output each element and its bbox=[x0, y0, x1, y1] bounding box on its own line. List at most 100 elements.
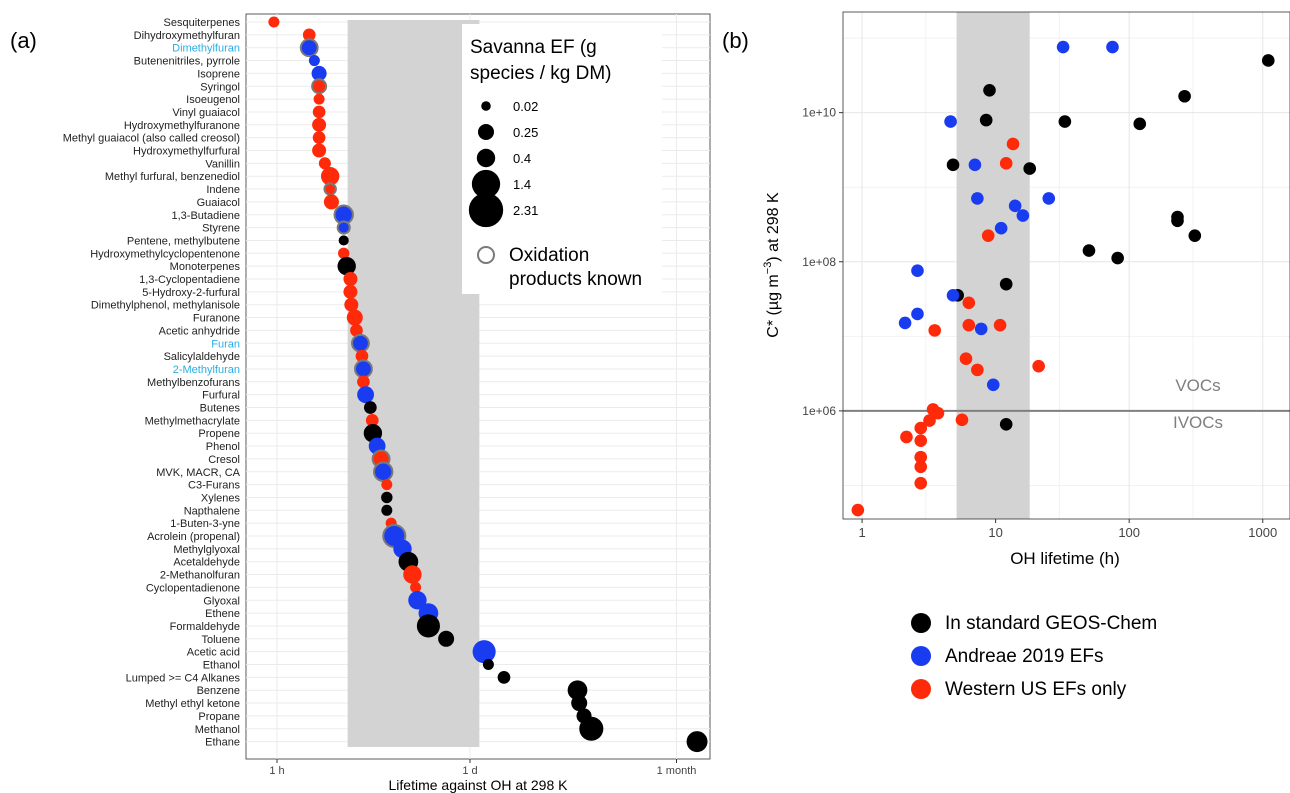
size-legend-label: 1.4 bbox=[513, 177, 531, 192]
panel-b-x-tick-label: 100 bbox=[1118, 525, 1140, 540]
species-point bbox=[438, 630, 455, 647]
species-point bbox=[312, 105, 326, 119]
panel-b-point bbox=[968, 158, 982, 172]
species-label: Hydroxymethylfuranone bbox=[124, 120, 240, 132]
x-tick-label: 1 month bbox=[657, 765, 697, 777]
ring-legend-label-line-1: Oxidation bbox=[509, 245, 589, 266]
species-label: 5-Hydroxy-2-furfural bbox=[142, 287, 240, 299]
species-label: Napthalene bbox=[184, 505, 240, 517]
species-label: Styrene bbox=[202, 223, 240, 235]
species-point bbox=[497, 671, 511, 684]
panel-b-point bbox=[999, 277, 1013, 291]
species-point bbox=[373, 461, 394, 482]
species-label: Methyl ethyl ketone bbox=[145, 698, 240, 710]
species-point bbox=[350, 333, 370, 353]
panel-b-point bbox=[923, 414, 936, 427]
size-legend-label: 0.4 bbox=[513, 151, 531, 166]
panel-a-x-ticks: 1 h 1 d 1 month bbox=[269, 759, 696, 777]
species-label: Glyoxal bbox=[203, 595, 240, 607]
panel-b-point bbox=[914, 460, 928, 474]
voc-region-label: VOCs bbox=[1175, 376, 1220, 395]
species-label: Hydroxymethylfurfural bbox=[133, 146, 240, 158]
species-point bbox=[403, 565, 422, 584]
species-point bbox=[363, 401, 377, 414]
panel-b-point bbox=[983, 83, 996, 97]
species-point bbox=[308, 55, 320, 67]
species-point bbox=[268, 16, 280, 28]
panel-a-shaded-band bbox=[347, 20, 480, 747]
species-label: Ethanol bbox=[203, 660, 240, 672]
panel-b-point bbox=[1032, 359, 1045, 373]
species-label: 2-Methylfuran bbox=[173, 364, 240, 376]
species-label: Xylenes bbox=[201, 492, 241, 504]
panel-b-x-axis-title: OH lifetime (h) bbox=[1010, 549, 1120, 568]
panel-a-points bbox=[268, 16, 708, 753]
size-legend-label: 2.31 bbox=[513, 203, 538, 218]
species-point bbox=[357, 375, 370, 389]
species-point bbox=[312, 143, 327, 158]
species-point bbox=[567, 680, 588, 701]
species-point bbox=[338, 247, 350, 260]
panel-b-color-legend: In standard GEOS-Chem Andreae 2019 EFs Wes… bbox=[911, 613, 1157, 700]
species-label: Furanone bbox=[193, 313, 240, 325]
species-label: Vinyl guaiacol bbox=[172, 107, 240, 119]
panel-b-shaded-band bbox=[956, 12, 1030, 519]
species-label: Isoeugenol bbox=[186, 94, 240, 106]
species-point bbox=[410, 581, 422, 593]
panel-b-point bbox=[914, 450, 928, 464]
legend-label: In standard GEOS-Chem bbox=[945, 613, 1157, 634]
species-label: MVK, MACR, CA bbox=[156, 467, 240, 479]
panel-b-point bbox=[914, 434, 928, 448]
panel-b-point bbox=[971, 192, 984, 205]
ring-legend-marker bbox=[477, 246, 495, 264]
species-point bbox=[323, 182, 337, 196]
species-label: Pentene, methylbutene bbox=[127, 235, 240, 247]
species-label: Benzene bbox=[197, 685, 240, 697]
species-point bbox=[344, 297, 359, 312]
species-label: Acetaldehyde bbox=[173, 557, 240, 569]
species-label: Ethane bbox=[205, 737, 240, 749]
species-label: Butenenitriles, pyrrole bbox=[134, 56, 240, 68]
panel-b-label: (b) bbox=[722, 28, 749, 53]
species-label: Indene bbox=[206, 184, 240, 196]
species-point bbox=[365, 414, 379, 427]
panel-b-point bbox=[1171, 214, 1184, 228]
panel-b-y-axis-title: C* (µg m−3) at 298 K bbox=[762, 192, 782, 338]
species-point bbox=[337, 256, 356, 276]
panel-b-point bbox=[914, 421, 928, 435]
species-point bbox=[381, 504, 393, 516]
panel-b-point bbox=[1058, 115, 1072, 128]
size-legend-marker bbox=[481, 101, 491, 111]
panel-b-y-tick-label: 1e+10 bbox=[802, 106, 836, 120]
species-point bbox=[350, 324, 363, 337]
species-point bbox=[312, 131, 326, 144]
species-label: Butenes bbox=[200, 403, 241, 415]
species-point bbox=[355, 349, 369, 363]
panel-b-x-tick-label: 1000 bbox=[1248, 525, 1277, 540]
species-point bbox=[343, 284, 358, 299]
panel-b-point bbox=[962, 296, 976, 310]
species-label: Furfural bbox=[202, 390, 240, 402]
panel-b-point bbox=[994, 221, 1008, 235]
panel-b-ticks: 1 10 100 1000 1e+06 1e+08 1e+10 bbox=[802, 106, 1277, 540]
species-label: Methylglyoxal bbox=[173, 544, 240, 556]
panel-a-x-axis-title: Lifetime against OH at 298 K bbox=[389, 777, 569, 793]
species-point bbox=[571, 695, 588, 712]
size-legend-marker bbox=[478, 124, 494, 140]
legend-label: Andreae 2019 EFs bbox=[945, 646, 1103, 667]
panel-b-plot-area bbox=[843, 12, 1290, 519]
species-point bbox=[381, 479, 393, 491]
size-legend-marker bbox=[471, 169, 501, 199]
species-label: Methylmethacrylate bbox=[145, 415, 240, 427]
species-point bbox=[353, 359, 373, 379]
size-legend-title-line-2: species / kg DM) bbox=[470, 63, 611, 84]
species-point bbox=[318, 157, 331, 170]
panel-b-point bbox=[1111, 251, 1124, 265]
species-label: Ethene bbox=[205, 608, 240, 620]
species-label: Syringol bbox=[200, 81, 240, 93]
species-label: Propane bbox=[198, 711, 240, 723]
species-point bbox=[357, 386, 375, 404]
panel-b-x-tick-label: 1 bbox=[858, 525, 865, 540]
species-label: 2-Methanolfuran bbox=[160, 570, 240, 582]
species-label: Isoprene bbox=[197, 68, 240, 80]
